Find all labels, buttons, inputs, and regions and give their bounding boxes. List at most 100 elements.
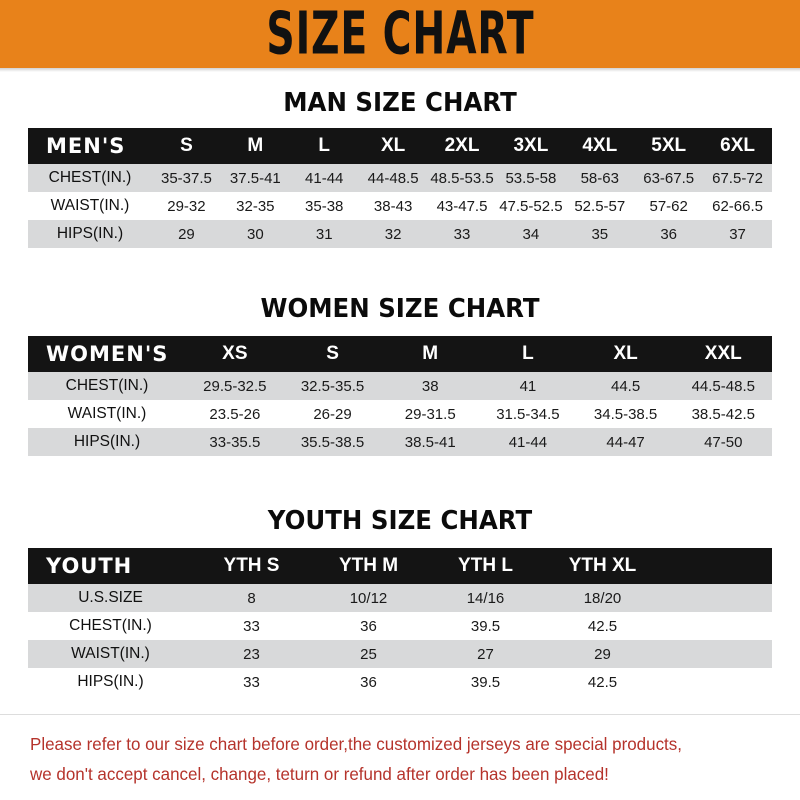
measurement-value-cell: 33: [453, 225, 471, 243]
measurement-value-cell: 29: [594, 645, 611, 663]
measurement-value-cell: 35-38: [305, 197, 344, 215]
measurement-value-cell: 58-63: [580, 169, 619, 187]
measurement-value-cell: 44.5: [610, 377, 641, 395]
measurement-value-cell: 41-44: [305, 169, 344, 187]
measurement-value-cell: 31.5-34.5: [496, 405, 560, 423]
section-title-women: WOMEN SIZE CHART: [260, 294, 540, 324]
measurement-value-cell: 30: [246, 225, 264, 243]
size-column-header: L: [318, 135, 331, 156]
measurement-value-cell: 23.5-26: [209, 405, 261, 423]
size-column-header: 5XL: [651, 135, 687, 156]
measurement-value-cell: 14/16: [466, 589, 505, 607]
measurement-value-cell: 52.5-57: [574, 197, 626, 215]
size-table-man: MEN'S S M L XL 2XL 3XL 4XL 5XL 6XL CHEST(IN.) 35-37…: [28, 128, 773, 248]
size-column-header: YTH S: [223, 555, 280, 576]
size-column-header: YTH L: [458, 555, 513, 576]
measurement-value-cell: 27: [477, 645, 494, 663]
table-row: CHEST(IN.) 35-37.5 37.5-41 41-44 44-48.5 48.5…: [28, 164, 773, 192]
measurement-row-label: WAIST(IN.): [50, 197, 130, 214]
table-row: WAIST(IN.) 23 25 27 29: [28, 640, 772, 668]
size-column-header: S: [180, 135, 193, 156]
table-row: CHEST(IN.) 29.5-32.5 32.5-35.5 38 41 44.5 44.5…: [28, 372, 773, 400]
measurement-value-cell: 48.5-53.5: [430, 169, 494, 187]
table-row: CHEST(IN.) 33 36 39.5 42.5: [28, 612, 772, 640]
size-column-header: 4XL: [582, 135, 618, 156]
row-filler-cell: [661, 584, 772, 612]
measurement-value-cell: 36: [660, 225, 678, 243]
measurement-row-label: CHEST(IN.): [48, 169, 132, 186]
size-column-header: YTH XL: [568, 555, 637, 576]
size-section-man: MAN SIZE CHART MEN'S S M L XL 2XL 3XL 4XL 5XL 6XL C…: [0, 72, 800, 248]
measurement-value-cell: 10/12: [349, 589, 388, 607]
measurement-value-cell: 33: [243, 673, 260, 691]
measurement-row-label: WAIST(IN.): [71, 645, 150, 662]
measurement-value-cell: 32: [384, 225, 402, 243]
measurement-value-cell: 32-35: [236, 197, 275, 215]
row-filler-cell: [661, 668, 772, 696]
measurement-value-cell: 37: [729, 225, 746, 243]
size-chart-sections: MAN SIZE CHART MEN'S S M L XL 2XL 3XL 4XL 5XL 6XL C…: [0, 72, 800, 696]
footer-note-block: Please refer to our size chart before or…: [0, 715, 800, 789]
size-table-women: WOMEN'S XS S M L XL XXL CHEST(IN.) 29.5-32.5 32.5…: [28, 336, 773, 456]
table-row: HIPS(IN.) 33 36 39.5 42.5: [28, 668, 772, 696]
measurement-value-cell: 33: [243, 617, 260, 635]
measurement-row-label: WAIST(IN.): [67, 405, 147, 422]
measurement-value-cell: 35: [591, 225, 609, 243]
measurement-value-cell: 32.5-35.5: [300, 377, 365, 395]
measurement-value-cell: 36: [360, 673, 377, 691]
measurement-row-label: U.S.SIZE: [78, 589, 143, 606]
measurement-value-cell: 44-48.5: [367, 169, 419, 187]
table-row: WAIST(IN.) 29-32 32-35 35-38 38-43 43-47.5 47.…: [28, 192, 773, 220]
measurement-value-cell: 38: [421, 377, 439, 395]
measurement-value-cell: 44.5-48.5: [691, 377, 755, 395]
table-header-label: WOMEN'S: [46, 342, 169, 366]
measurement-value-cell: 26-29: [313, 405, 352, 423]
size-column-header: XS: [222, 343, 248, 364]
measurement-value-cell: 29-31.5: [404, 405, 456, 423]
size-column-header: XL: [380, 135, 406, 156]
table-row: HIPS(IN.) 33-35.5 35.5-38.5 38.5-41 41-44 44-…: [28, 428, 773, 456]
size-column-header: M: [422, 343, 439, 364]
measurement-row-label: HIPS(IN.): [56, 225, 124, 242]
size-table-wrapper-women: WOMEN'S XS S M L XL XXL CHEST(IN.) 29.5-32.5 32.5…: [28, 336, 800, 456]
measurement-value-cell: 38.5-41: [404, 433, 456, 451]
measurement-value-cell: 57-62: [649, 197, 688, 215]
size-table-youth: YOUTH YTH S YTH M YTH L YTH XL U.S.SIZE 8 10/12…: [28, 548, 772, 696]
measurement-value-cell: 18/20: [583, 589, 622, 607]
banner-title: SIZE CHART: [265, 0, 534, 69]
measurement-value-cell: 47-50: [704, 433, 743, 451]
measurement-value-cell: 29: [178, 225, 195, 243]
measurement-row-label: HIPS(IN.): [77, 673, 144, 690]
section-title-youth: YOUTH SIZE CHART: [267, 506, 533, 536]
footer-divider: [0, 714, 800, 715]
measurement-value-cell: 34: [522, 225, 540, 243]
measurement-value-cell: 39.5: [470, 617, 501, 635]
measurement-value-cell: 33-35.5: [209, 433, 261, 451]
banner-shadow-divider: [0, 68, 800, 72]
measurement-value-cell: 25: [360, 645, 377, 663]
measurement-row-label: CHEST(IN.): [65, 377, 149, 394]
table-row: HIPS(IN.) 29 30 31 32 33 34 35 36 37: [28, 220, 773, 248]
measurement-value-cell: 38-43: [373, 197, 413, 215]
measurement-value-cell: 29.5-32.5: [203, 377, 267, 395]
measurement-value-cell: 67.5-72: [712, 169, 763, 187]
size-column-header: 3XL: [513, 135, 549, 156]
table-header-row: WOMEN'S XS S M L XL XXL: [28, 336, 773, 372]
table-header-row: YOUTH YTH S YTH M YTH L YTH XL: [28, 548, 772, 584]
size-column-header: M: [247, 135, 264, 156]
size-table-wrapper-youth: YOUTH YTH S YTH M YTH L YTH XL U.S.SIZE 8 10/12…: [28, 548, 800, 696]
size-column-header: S: [326, 343, 339, 364]
measurement-value-cell: 39.5: [470, 673, 501, 691]
table-header-row: MEN'S S M L XL 2XL 3XL 4XL 5XL 6XL: [28, 128, 773, 164]
measurement-value-cell: 34.5-38.5: [593, 405, 658, 423]
measurement-row-label: CHEST(IN.): [69, 617, 152, 634]
measurement-value-cell: 42.5: [587, 673, 618, 691]
measurement-value-cell: 42.5: [587, 617, 618, 635]
size-column-header: XXL: [704, 343, 742, 364]
measurement-value-cell: 31: [315, 225, 333, 243]
footer-note-line-2: we don't accept cancel, change, teturn o…: [30, 764, 609, 784]
measurement-value-cell: 35.5-38.5: [300, 433, 365, 451]
measurement-value-cell: 8: [247, 589, 256, 607]
measurement-value-cell: 23: [243, 645, 260, 663]
size-column-header: YTH M: [338, 555, 399, 576]
